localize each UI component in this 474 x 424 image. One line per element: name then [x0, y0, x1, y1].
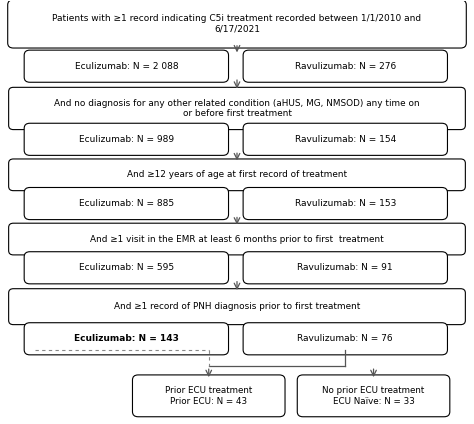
FancyBboxPatch shape	[243, 323, 447, 355]
Text: Eculizumab: N = 143: Eculizumab: N = 143	[74, 334, 179, 343]
Text: Eculizumab: N = 595: Eculizumab: N = 595	[79, 263, 174, 272]
Text: Ravulizumab: N = 154: Ravulizumab: N = 154	[295, 135, 396, 144]
Text: Eculizumab: N = 2 088: Eculizumab: N = 2 088	[74, 62, 178, 71]
FancyBboxPatch shape	[24, 252, 228, 284]
FancyBboxPatch shape	[132, 375, 285, 417]
Text: And ≥12 years of age at first record of treatment: And ≥12 years of age at first record of …	[127, 170, 347, 179]
FancyBboxPatch shape	[9, 159, 465, 191]
FancyBboxPatch shape	[297, 375, 450, 417]
FancyBboxPatch shape	[243, 187, 447, 220]
FancyBboxPatch shape	[243, 252, 447, 284]
Text: Ravulizumab: N = 91: Ravulizumab: N = 91	[298, 263, 393, 272]
FancyBboxPatch shape	[24, 123, 228, 155]
Text: Ravulizumab: N = 76: Ravulizumab: N = 76	[298, 334, 393, 343]
FancyBboxPatch shape	[8, 0, 466, 48]
FancyBboxPatch shape	[24, 187, 228, 220]
Text: Eculizumab: N = 989: Eculizumab: N = 989	[79, 135, 174, 144]
FancyBboxPatch shape	[243, 50, 447, 82]
FancyBboxPatch shape	[243, 123, 447, 155]
Text: Ravulizumab: N = 153: Ravulizumab: N = 153	[295, 199, 396, 208]
FancyBboxPatch shape	[24, 323, 228, 355]
Text: And no diagnosis for any other related condition (aHUS, MG, NMSOD) any time on
o: And no diagnosis for any other related c…	[54, 99, 420, 118]
Text: And ≥1 visit in the EMR at least 6 months prior to first  treatment: And ≥1 visit in the EMR at least 6 month…	[90, 234, 384, 243]
FancyBboxPatch shape	[9, 289, 465, 325]
Text: And ≥1 record of PNH diagnosis prior to first treatment: And ≥1 record of PNH diagnosis prior to …	[114, 302, 360, 311]
FancyBboxPatch shape	[24, 50, 228, 82]
Text: Prior ECU treatment
Prior ECU: N = 43: Prior ECU treatment Prior ECU: N = 43	[165, 386, 252, 405]
FancyBboxPatch shape	[9, 87, 465, 130]
Text: Patients with ≥1 record indicating C5i treatment recorded between 1/1/2010 and
6: Patients with ≥1 record indicating C5i t…	[53, 14, 421, 33]
Text: No prior ECU treatment
ECU Naïve: N = 33: No prior ECU treatment ECU Naïve: N = 33	[322, 386, 425, 405]
Text: Eculizumab: N = 885: Eculizumab: N = 885	[79, 199, 174, 208]
FancyBboxPatch shape	[9, 223, 465, 255]
Text: Ravulizumab: N = 276: Ravulizumab: N = 276	[295, 62, 396, 71]
